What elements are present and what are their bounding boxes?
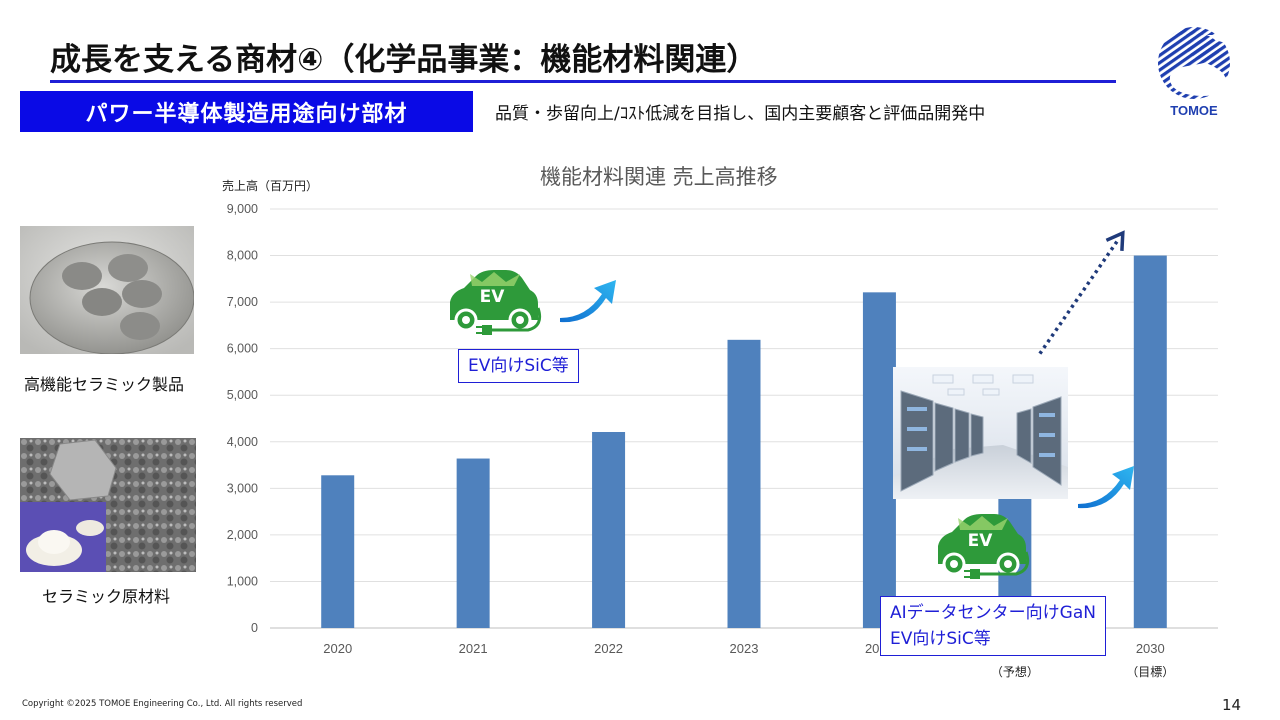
bar-2020	[321, 475, 355, 628]
ev-sic-callout: EV向けSiC等	[458, 349, 579, 383]
logo-text: TOMOE	[1170, 103, 1218, 118]
y-tick-label: 4,000	[227, 435, 258, 449]
y-tick-label: 3,000	[227, 481, 258, 495]
y-tick-label: 6,000	[227, 342, 258, 356]
trend-arrow-head	[1105, 230, 1125, 251]
ai-gan-callout-line2: EV向けSiC等	[890, 629, 991, 649]
y-tick-label: 5,000	[227, 388, 258, 402]
bar-2021	[456, 458, 490, 628]
ceramic-product-label: 高機能セラミック製品	[24, 375, 185, 394]
y-tick-label: 7,000	[227, 295, 258, 309]
x-tick-label: 2021	[459, 641, 488, 656]
page-number: 14	[1222, 696, 1242, 714]
y-tick-label: 8,000	[227, 249, 258, 263]
data-center-icon	[893, 367, 1068, 499]
x-tick-label: 2020	[323, 641, 352, 656]
trend-arrow-line	[1038, 238, 1120, 355]
bar-2030	[1133, 255, 1167, 629]
ev-car-icon: EV	[450, 270, 542, 335]
x-tick-note: （予想）	[991, 664, 1039, 679]
copyright-text: Copyright ©2025 TOMOE Engineering Co., L…	[22, 699, 303, 709]
bar-2022	[592, 432, 626, 628]
chart-title: 機能材料関連 売上高推移	[540, 165, 778, 189]
topic-badge: パワー半導体製造用途向け部材	[20, 91, 473, 132]
x-tick-label: 2022	[594, 641, 623, 656]
up-arrow-icon	[560, 280, 616, 323]
y-axis-label: 売上高（百万円）	[222, 179, 319, 193]
y-tick-label: 9,000	[227, 202, 258, 216]
bar-2023	[727, 339, 761, 628]
y-tick-label: 2,000	[227, 528, 258, 542]
bar-2024	[862, 292, 896, 628]
svg-text:EV: EV	[968, 531, 994, 551]
ai-gan-callout-line1: AIデータセンター向けGaN	[890, 603, 1096, 623]
x-tick-label: 2030	[1136, 641, 1165, 656]
topic-subtitle: 品質・歩留向上/ｺｽﾄ低減を目指し、国内主要顧客と評価品開発中	[495, 104, 986, 124]
svg-text:EV: EV	[480, 287, 506, 307]
x-tick-label: 2023	[730, 641, 759, 656]
y-tick-label: 1,000	[227, 574, 258, 588]
y-tick-label: 0	[251, 621, 258, 635]
up-arrow-icon	[1078, 466, 1134, 509]
company-logo: TOMOE	[1158, 27, 1230, 118]
ceramic-product-photo	[20, 226, 194, 354]
ceramic-material-label: セラミック原材料	[42, 587, 171, 606]
page-title: 成長を支える商材④（化学品事業：機能材料関連）	[50, 42, 758, 78]
x-tick-note: （目標）	[1126, 665, 1174, 679]
ceramic-material-photo	[20, 438, 196, 572]
ev-car-icon: EV	[938, 514, 1030, 579]
title-divider	[50, 80, 1116, 83]
ai-gan-callout: AIデータセンター向けGaN EV向けSiC等	[880, 596, 1106, 656]
